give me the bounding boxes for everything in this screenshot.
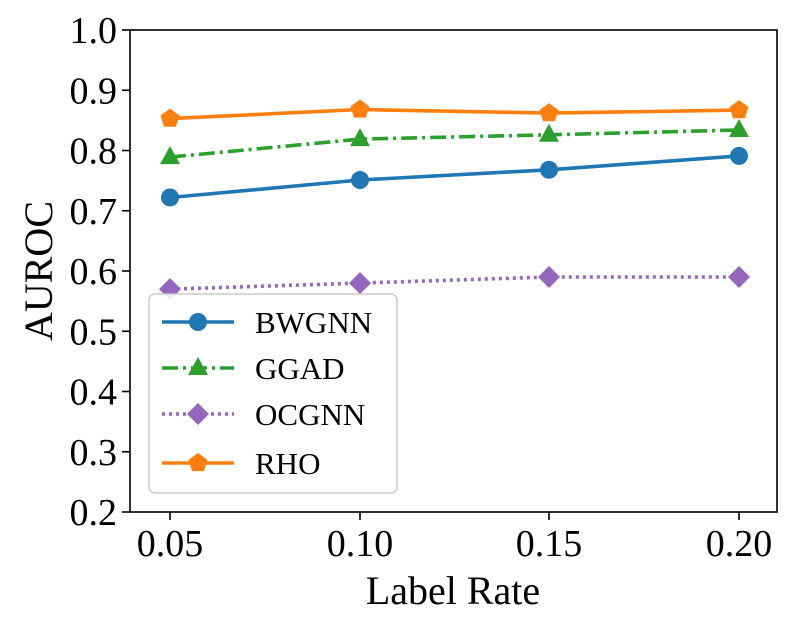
series-layer [159,99,750,301]
y-tick-label: 0.7 [70,191,118,233]
x-tick-label: 0.15 [516,523,583,565]
x-tick-label: 0.05 [137,523,204,565]
data-point-rho [539,103,559,122]
series-line-ocgnn [169,275,739,291]
x-axis: 0.05 0.10 0.15 0.20 [137,512,773,565]
legend: BWGNN GGAD OCGNN RHO [148,293,398,494]
data-point-rho [160,108,180,127]
series-line-ggad [169,128,740,159]
y-tick-label: 0.5 [70,311,118,353]
data-point-bwgnn [730,146,748,165]
legend-marker-bwgnn [189,313,207,331]
legend-marker-ggad [188,357,208,375]
x-tick-label: 0.10 [327,523,394,565]
y-tick-label: 0.2 [70,492,118,534]
legend-label-ocgnn: OCGNN [255,397,365,432]
y-tick-label: 0.8 [70,131,118,173]
data-point-ggad [160,146,180,165]
data-point-bwgnn [161,188,179,207]
y-tick-label: 0.9 [70,70,118,112]
y-axis: 0.2 0.3 0.4 0.5 0.6 0.7 0.8 0.9 1.0 [70,10,130,534]
y-tick-label: 0.6 [70,251,118,293]
legend-marker-rho [188,453,208,472]
data-point-ocgnn [728,266,750,288]
y-axis-label: AUROC [16,201,61,341]
data-point-bwgnn [540,160,558,179]
data-point-rho [350,99,370,118]
legend-label-bwgnn: BWGNN [255,305,372,340]
data-point-ggad [729,119,749,137]
legend-label-rho: RHO [255,446,320,481]
y-tick-label: 1.0 [70,10,118,52]
x-axis-label: Label Rate [366,568,540,613]
y-tick-label: 0.4 [70,372,118,414]
data-point-ocgnn [538,266,560,288]
data-point-rho [729,100,749,119]
x-tick-label: 0.20 [706,523,773,565]
legend-marker-ocgnn [187,403,209,425]
data-point-ggad [350,128,370,147]
data-point-bwgnn [351,171,369,190]
legend-box [148,293,398,494]
y-tick-label: 0.3 [70,432,118,474]
series-line-bwgnn [169,154,740,200]
data-point-ocgnn [349,272,371,295]
legend-label-ggad: GGAD [255,351,345,386]
series-line-rho [169,107,740,121]
data-point-ggad [539,123,559,142]
